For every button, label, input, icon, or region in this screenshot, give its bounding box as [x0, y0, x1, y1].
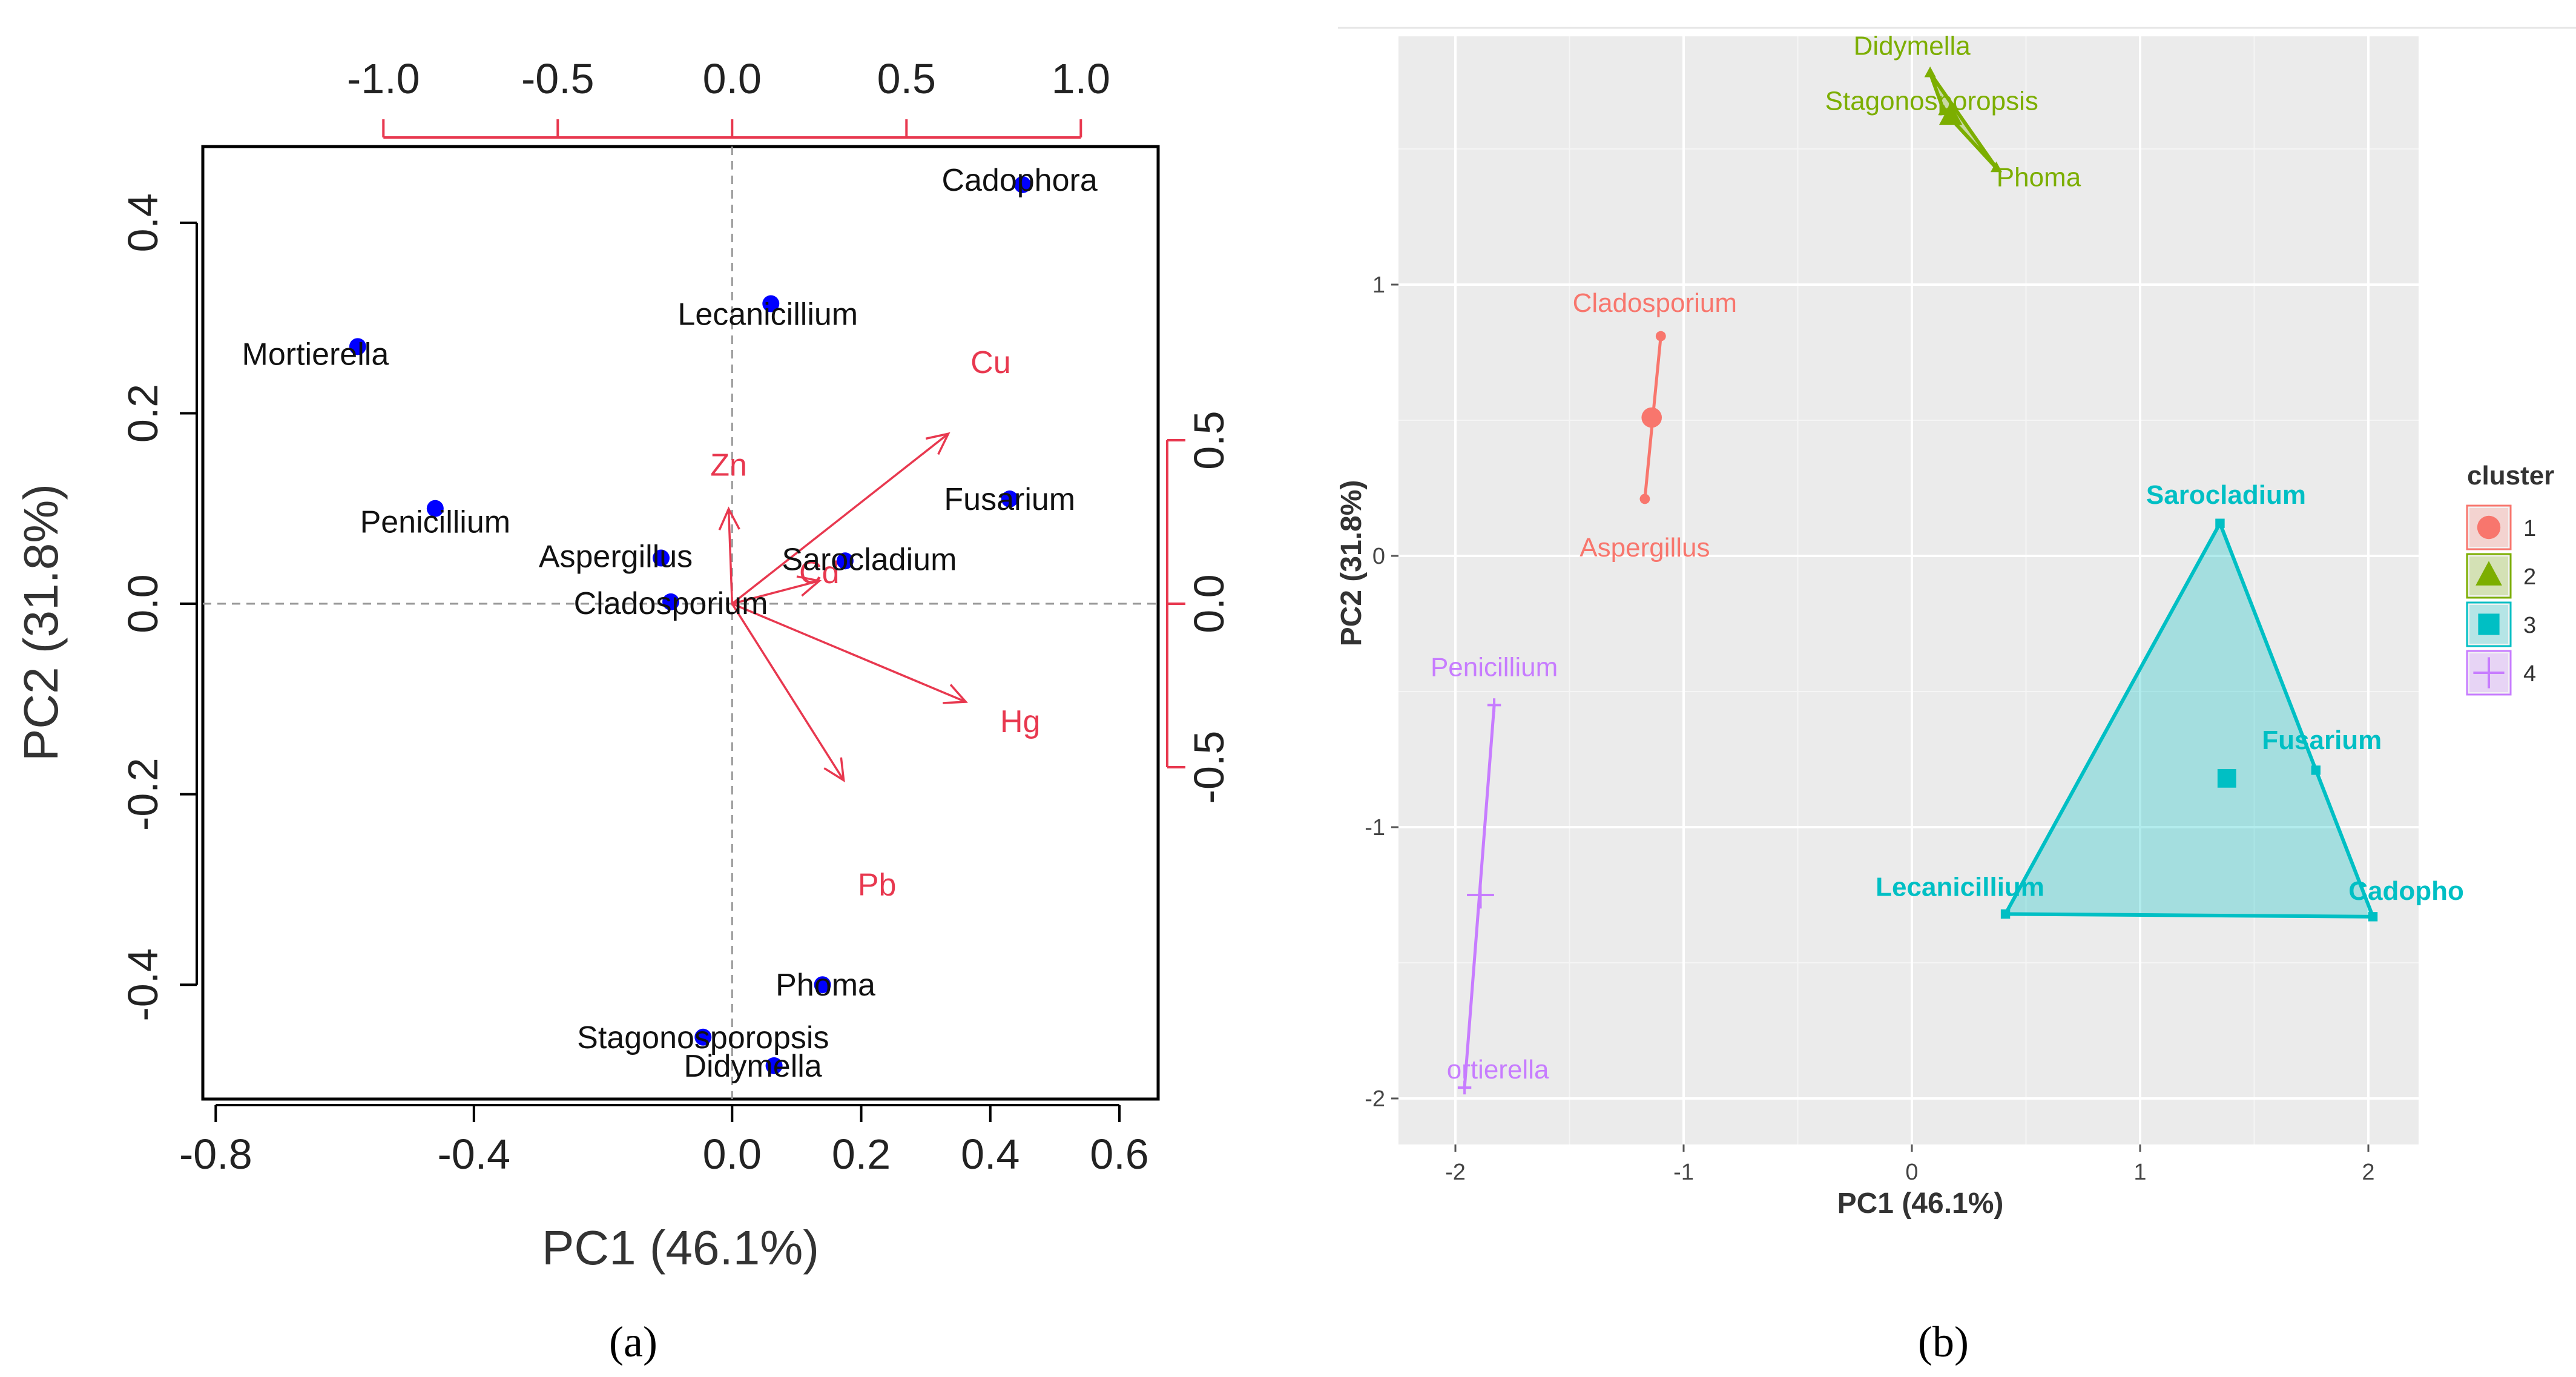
panel-a-zero-lines: [203, 147, 1158, 1099]
point-label: Cladosporium: [574, 586, 768, 621]
legend-marker-3: [2478, 613, 2499, 635]
y-tick-label: -0.2: [119, 758, 166, 831]
panel-b-legend: cluster 1 2 3 4: [2467, 461, 2554, 695]
y-tick-label: 0: [1372, 544, 1385, 569]
point-label: Aspergillus: [539, 540, 693, 575]
cluster-point-label: Penicillium: [1431, 652, 1558, 682]
x-tick-label: -0.8: [179, 1131, 252, 1178]
cluster-point-label: ortierella: [1447, 1055, 1549, 1085]
point-label: Phoma: [776, 968, 875, 1003]
loading-label: Hg: [1000, 704, 1040, 739]
cluster-point-label: Cadopho: [2348, 876, 2464, 906]
panel-a-plot-frame: [203, 147, 1158, 1099]
cluster-point-label: Sarocladium: [2146, 480, 2306, 510]
cluster-point-cladosporium: [1656, 331, 1666, 342]
point-label: Mortierella: [242, 337, 389, 372]
cluster-3-centroid: [2218, 769, 2236, 788]
top-tick-label: 0.0: [703, 55, 762, 102]
cluster-point-label: Phoma: [1997, 162, 2081, 192]
panel-b-cluster-plot: -2 -1 0 1 2 1 0 -1 -2 Cladosporium Aspergillus Did…: [1336, 28, 2576, 1366]
x-tick-label: 0.2: [832, 1131, 891, 1178]
cluster-point-fusarium: [2311, 765, 2321, 774]
x-tick-label: 0.6: [1090, 1131, 1148, 1178]
legend-label: 1: [2523, 516, 2536, 541]
y-tick-label: -2: [1365, 1086, 1385, 1112]
panel-a-caption: (a): [609, 1318, 657, 1366]
y-tick-label: -1: [1365, 815, 1385, 840]
point-label: Sarocladium: [782, 542, 957, 577]
legend-marker-1: [2477, 516, 2500, 539]
y-tick-label: 0.4: [119, 193, 166, 252]
point-label: Fusarium: [944, 482, 1075, 517]
cluster-point-label: Stagonosporopsis: [1825, 86, 2038, 116]
loading-arrow-pb: [732, 604, 843, 781]
legend-title: cluster: [2467, 461, 2554, 490]
legend-label: 4: [2523, 661, 2536, 687]
point-label: Didymella: [684, 1049, 822, 1084]
panel-b-caption: (b): [1918, 1318, 1969, 1366]
panel-b-plot-background: [1398, 36, 2419, 1144]
panel-b-y-axis-label: PC2 (31.8%): [1336, 480, 1368, 647]
x-tick-label: 0: [1905, 1160, 1918, 1185]
panel-a-x-axis-label: PC1 (46.1%): [542, 1221, 819, 1275]
loading-label: Pb: [858, 868, 897, 903]
legend-label: 3: [2523, 613, 2536, 638]
panel-a-y-axis-label: PC2 (31.8%): [14, 484, 68, 761]
cluster-point-label: Fusarium: [2262, 725, 2382, 755]
right-tick-label: 0.5: [1185, 411, 1233, 469]
x-tick-label: 1: [2133, 1160, 2146, 1185]
x-tick-label: -0.4: [437, 1131, 510, 1178]
y-tick-label: 0.2: [119, 384, 166, 443]
cluster-point-label: Lecanicillium: [1876, 872, 2044, 902]
cluster-point-label: Cladosporium: [1573, 288, 1737, 318]
cluster-point-label: Aspergillus: [1580, 533, 1710, 563]
loading-arrow-cu: [732, 434, 948, 604]
point-label: Penicillium: [360, 505, 511, 540]
panel-a-biplot: -0.8 -0.4 0.0 0.2 0.4 0.6 0.4 0.2 0.0 -0.2 -0.4 -1.…: [14, 55, 1233, 1366]
cluster-point-lecanicillium: [2001, 910, 2010, 919]
x-tick-label: -1: [1673, 1160, 1694, 1185]
x-tick-label: -2: [1445, 1160, 1466, 1185]
panel-b-x-axis-label: PC1 (46.1%): [1837, 1187, 2004, 1220]
loading-label: Cu: [970, 345, 1010, 380]
top-tick-label: -0.5: [521, 55, 595, 102]
point-label: Cadophora: [941, 163, 1097, 198]
figure-canvas: -0.8 -0.4 0.0 0.2 0.4 0.6 0.4 0.2 0.0 -0.2 -0.4 -1.…: [0, 0, 2576, 1377]
loading-label: Zn: [710, 447, 747, 483]
top-tick-label: -1.0: [347, 55, 420, 102]
x-tick-label: 0.0: [703, 1131, 762, 1178]
legend-label: 2: [2523, 564, 2536, 590]
x-tick-label: 2: [2362, 1160, 2374, 1185]
cluster-1-centroid: [1641, 408, 1662, 428]
panel-a-loadings: CuZnCdHgPb: [710, 345, 1040, 902]
cluster-point-label: Didymella: [1854, 31, 1971, 61]
cluster-point-sarocladium: [2215, 519, 2224, 528]
y-tick-label: 0.0: [119, 574, 166, 633]
y-tick-label: -0.4: [119, 948, 166, 1022]
x-tick-label: 0.4: [961, 1131, 1020, 1178]
cluster-point-aspergillus: [1640, 494, 1650, 504]
point-label: Lecanicillium: [677, 297, 858, 332]
right-tick-label: -0.5: [1185, 731, 1233, 804]
y-tick-label: 1: [1372, 272, 1385, 298]
top-tick-label: 1.0: [1052, 55, 1110, 102]
top-tick-label: 0.5: [877, 55, 936, 102]
right-tick-label: 0.0: [1185, 574, 1233, 633]
cluster-point-cadophora: [2368, 912, 2377, 921]
panel-a-points: Cadophora Lecanicillium Mortierella Penicil…: [242, 163, 1098, 1084]
